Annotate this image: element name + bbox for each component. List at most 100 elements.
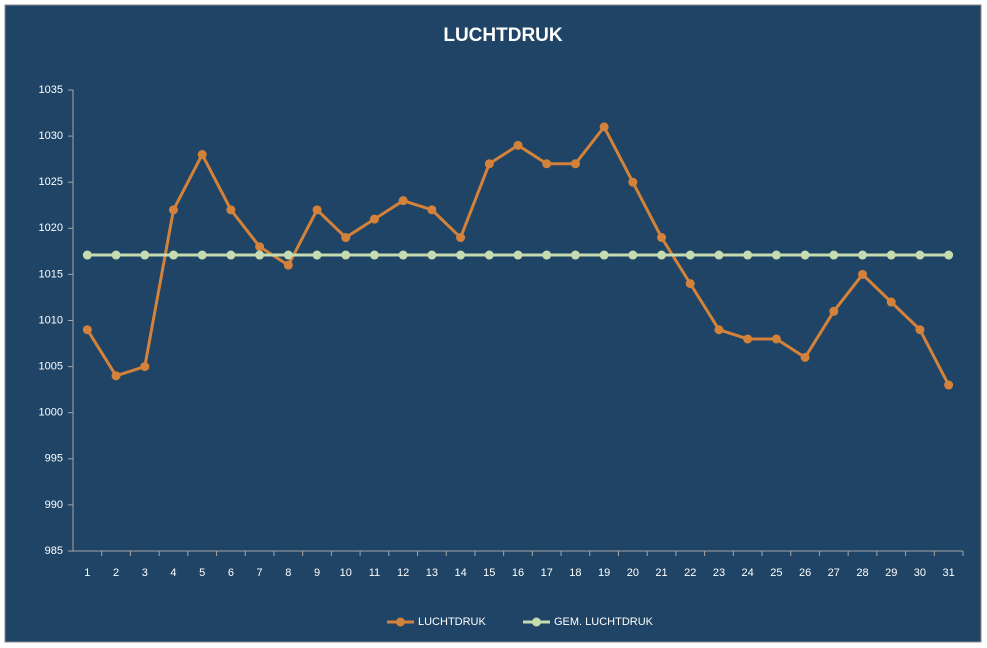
x-tick-label: 10 bbox=[340, 567, 352, 579]
x-tick-label: 13 bbox=[426, 567, 438, 579]
x-tick-label: 16 bbox=[512, 567, 524, 579]
x-tick-label: 30 bbox=[914, 567, 926, 579]
point bbox=[168, 250, 178, 260]
x-tick-label: 27 bbox=[828, 567, 840, 579]
point bbox=[484, 250, 494, 260]
point bbox=[427, 250, 437, 260]
x-tick-label: 31 bbox=[943, 567, 955, 579]
legend-label: GEM. LUCHTDRUK bbox=[554, 616, 654, 628]
point bbox=[542, 250, 552, 260]
point bbox=[398, 250, 408, 260]
x-tick-label: 2 bbox=[113, 567, 119, 579]
point bbox=[944, 250, 954, 260]
point bbox=[456, 233, 466, 243]
y-tick-label: 990 bbox=[45, 499, 63, 511]
point bbox=[829, 250, 839, 260]
point bbox=[858, 250, 868, 260]
y-tick-label: 1030 bbox=[39, 130, 63, 142]
point bbox=[484, 159, 494, 169]
y-tick-label: 1000 bbox=[39, 407, 63, 419]
point bbox=[226, 250, 236, 260]
point bbox=[341, 250, 351, 260]
point bbox=[283, 260, 293, 270]
x-tick-label: 28 bbox=[856, 567, 868, 579]
y-tick-label: 1010 bbox=[39, 314, 63, 326]
x-tick-label: 3 bbox=[142, 567, 148, 579]
point bbox=[829, 306, 839, 316]
x-tick-label: 25 bbox=[770, 567, 782, 579]
point bbox=[312, 205, 322, 215]
point bbox=[255, 242, 265, 252]
point bbox=[255, 250, 265, 260]
x-tick-label: 6 bbox=[228, 567, 234, 579]
x-tick-label: 4 bbox=[170, 567, 176, 579]
point bbox=[743, 334, 753, 344]
point bbox=[570, 250, 580, 260]
x-tick-label: 17 bbox=[541, 567, 553, 579]
point bbox=[599, 250, 609, 260]
x-tick-label: 24 bbox=[742, 567, 754, 579]
x-tick-label: 11 bbox=[369, 567, 380, 579]
y-tick-label: 1020 bbox=[39, 222, 63, 234]
y-tick-label: 1005 bbox=[39, 361, 63, 373]
point bbox=[312, 250, 322, 260]
point bbox=[398, 196, 408, 206]
point bbox=[657, 250, 667, 260]
point bbox=[714, 250, 724, 260]
x-tick-label: 14 bbox=[454, 567, 466, 579]
x-tick-label: 21 bbox=[655, 567, 667, 579]
point bbox=[140, 250, 150, 260]
x-tick-label: 5 bbox=[199, 567, 205, 579]
point bbox=[427, 205, 437, 215]
point bbox=[369, 250, 379, 260]
point bbox=[226, 205, 236, 215]
point bbox=[513, 250, 523, 260]
point bbox=[771, 250, 781, 260]
point bbox=[685, 250, 695, 260]
point bbox=[111, 250, 121, 260]
y-tick-label: 1025 bbox=[39, 176, 63, 188]
point bbox=[915, 325, 925, 335]
point bbox=[197, 150, 207, 160]
chart-background bbox=[4, 4, 982, 643]
point bbox=[111, 371, 121, 381]
chart-title: LUCHTDRUK bbox=[443, 25, 563, 46]
point bbox=[599, 122, 609, 132]
point bbox=[513, 140, 523, 150]
point bbox=[82, 325, 92, 335]
point bbox=[944, 380, 954, 390]
point bbox=[886, 297, 896, 307]
point bbox=[369, 214, 379, 224]
x-tick-label: 8 bbox=[285, 567, 291, 579]
point bbox=[743, 250, 753, 260]
legend-marker bbox=[396, 617, 405, 627]
x-tick-label: 12 bbox=[397, 567, 409, 579]
point bbox=[858, 269, 868, 279]
point bbox=[915, 250, 925, 260]
x-tick-label: 23 bbox=[713, 567, 725, 579]
x-tick-label: 9 bbox=[314, 567, 320, 579]
y-tick-label: 985 bbox=[45, 545, 63, 557]
point bbox=[771, 334, 781, 344]
y-tick-label: 1015 bbox=[39, 268, 63, 280]
point bbox=[628, 177, 638, 187]
legend-marker bbox=[532, 617, 541, 627]
point bbox=[800, 352, 810, 362]
point bbox=[168, 205, 178, 215]
point bbox=[628, 250, 638, 260]
point bbox=[140, 362, 150, 372]
x-tick-label: 22 bbox=[684, 567, 696, 579]
x-tick-label: 18 bbox=[569, 567, 581, 579]
x-tick-label: 1 bbox=[84, 567, 90, 579]
point bbox=[886, 250, 896, 260]
x-tick-label: 15 bbox=[483, 567, 495, 579]
point bbox=[283, 250, 293, 260]
point bbox=[82, 250, 92, 260]
x-tick-label: 26 bbox=[799, 567, 811, 579]
point bbox=[685, 279, 695, 289]
x-tick-label: 19 bbox=[598, 567, 610, 579]
point bbox=[570, 159, 580, 169]
point bbox=[714, 325, 724, 335]
x-tick-label: 7 bbox=[257, 567, 263, 579]
